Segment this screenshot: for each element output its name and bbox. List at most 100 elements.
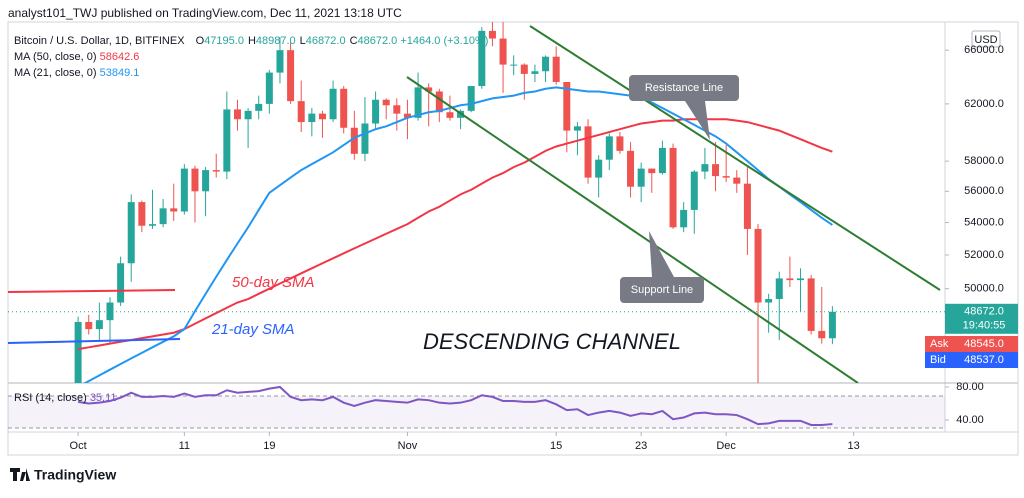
ask-label: Ask xyxy=(930,338,949,350)
channel-upper xyxy=(529,25,941,291)
candle-body xyxy=(393,105,401,114)
annotation: 21-day SMA xyxy=(211,321,295,338)
annotation: DESCENDING CHANNEL xyxy=(423,329,681,354)
candle-body xyxy=(648,168,656,174)
candle-body xyxy=(287,50,295,102)
candle-body xyxy=(467,86,475,111)
x-tick-label: 23 xyxy=(635,440,647,452)
y-tick-label: 52000.0 xyxy=(964,249,1004,261)
annotation: 50-day SMA xyxy=(232,274,315,291)
candle-body xyxy=(117,263,125,303)
candle-body xyxy=(499,38,507,65)
candle-body xyxy=(446,112,454,118)
last-price: 48672.0 xyxy=(964,306,1004,318)
annotation: Support Line xyxy=(631,284,693,296)
candle-body xyxy=(350,127,358,154)
rsi-value: 35.11 xyxy=(90,392,117,404)
candle-body xyxy=(595,159,603,178)
candle-body xyxy=(563,81,571,131)
candle-body xyxy=(372,99,380,124)
logo xyxy=(10,468,30,481)
y-tick-label: 66000.0 xyxy=(964,44,1004,56)
candle-body xyxy=(765,299,773,303)
candle-body xyxy=(680,209,688,228)
candle-body xyxy=(786,278,794,281)
candle-body xyxy=(797,278,805,281)
currency[interactable]: USD xyxy=(974,34,997,46)
candle-body xyxy=(276,50,284,73)
currency-button[interactable] xyxy=(971,30,1001,48)
candle-body xyxy=(775,278,783,300)
candle-body xyxy=(361,123,369,154)
y-tick-label: 56000.0 xyxy=(964,185,1004,197)
candle-body xyxy=(818,330,826,339)
candle-body xyxy=(637,168,645,187)
candle-body xyxy=(488,30,496,39)
candle-body xyxy=(74,321,82,383)
candle-body xyxy=(148,224,156,226)
ohlc-value: 48672.0 xyxy=(358,35,398,47)
candle-body xyxy=(212,170,220,172)
rsi-band xyxy=(8,396,945,428)
x-tick-label: Dec xyxy=(716,440,736,452)
candle-body xyxy=(244,110,252,120)
candle-body xyxy=(743,183,751,229)
bid-price: 48537.0 xyxy=(964,354,1004,366)
y-tick-label: 54000.0 xyxy=(964,216,1004,228)
ma-name: MA (21, close, 0) xyxy=(14,67,97,79)
candle-body xyxy=(318,113,326,120)
x-tick-label: 15 xyxy=(550,440,562,452)
candle-body xyxy=(669,147,677,228)
callout xyxy=(629,75,739,140)
series-line xyxy=(77,385,833,426)
candle-body xyxy=(202,170,210,192)
candle-body xyxy=(520,64,528,74)
y-tick-label: 62000.0 xyxy=(964,98,1004,110)
candle-body xyxy=(85,321,93,330)
ohlc-value: 47195.0 xyxy=(204,35,244,47)
candle-body xyxy=(828,311,836,339)
ohlc-key: C xyxy=(350,35,358,47)
ohlc-key: H xyxy=(248,35,256,47)
bid-label: Bid xyxy=(930,354,946,366)
rsi-pane xyxy=(77,385,833,426)
candle-body xyxy=(478,30,486,87)
channel-lower xyxy=(406,76,859,383)
candle-body xyxy=(627,150,635,187)
x-tick-label: Nov xyxy=(398,440,418,452)
x-tick-label: 11 xyxy=(179,440,190,452)
ma-name: MA (50, close, 0) xyxy=(14,51,97,63)
candle-body xyxy=(223,109,231,172)
candle-body xyxy=(191,168,199,192)
candle-body xyxy=(138,202,146,226)
ask-price: 48545.0 xyxy=(964,338,1004,350)
candle-body xyxy=(329,88,337,120)
candle-body xyxy=(414,87,422,118)
chart-frame xyxy=(7,21,1019,456)
candle-body xyxy=(573,126,581,131)
symbol: Bitcoin / U.S. Dollar, 1D, BITFINEX xyxy=(14,35,185,47)
candle-body xyxy=(340,88,348,128)
candle-body xyxy=(531,71,539,74)
y-tick-label: 40.00 xyxy=(956,414,984,426)
ohlc-key: O xyxy=(196,35,205,47)
candle-body xyxy=(510,64,518,66)
candle-body xyxy=(605,136,613,160)
ma-value: 53849.1 xyxy=(100,67,140,79)
legend: RSI (14, close) 35.11 xyxy=(14,392,117,404)
ohlc: O47195.0 H48987.0 L46872.0 C48672.0 xyxy=(196,35,398,47)
candle-body xyxy=(807,278,815,331)
candle-body xyxy=(308,113,316,123)
countdown: 19:40:55 xyxy=(963,320,1006,332)
candle-body xyxy=(180,168,188,212)
candle-body xyxy=(701,164,709,172)
x-tick-label: 13 xyxy=(848,440,860,452)
y-tick-label: 80.00 xyxy=(956,381,984,393)
publish-info: analyst101_TWJ published on TradingView.… xyxy=(8,6,402,20)
candle-body xyxy=(733,177,741,184)
candle-body xyxy=(584,126,592,178)
legend: MA (21, close, 0) 53849.1 xyxy=(14,67,139,79)
drawings xyxy=(8,25,941,383)
rsi-title: RSI (14, close) xyxy=(14,392,87,404)
